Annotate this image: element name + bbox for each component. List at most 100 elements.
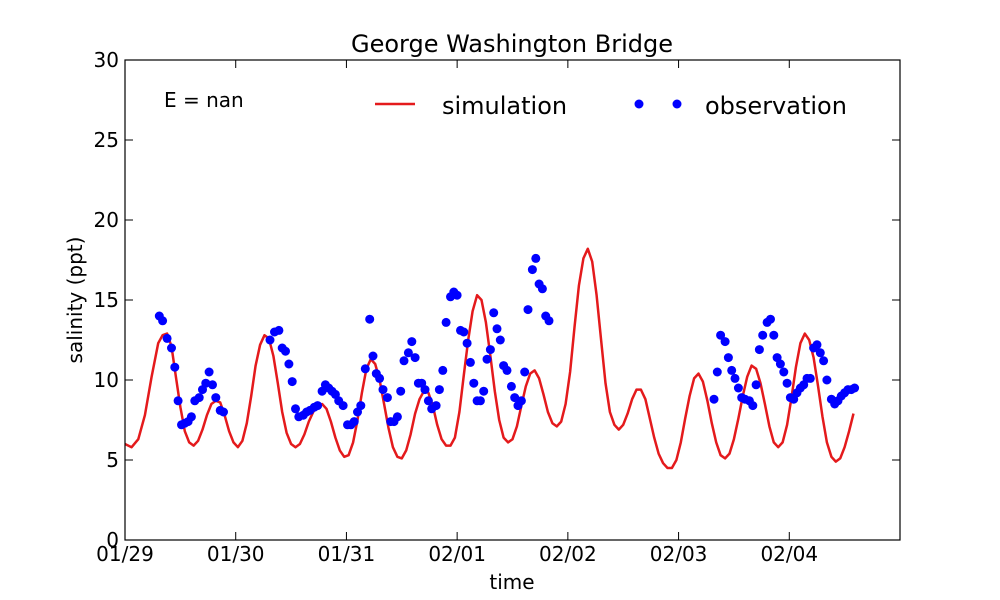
observation-point [291, 404, 300, 414]
observation-point [194, 393, 204, 403]
observation-point [779, 367, 789, 377]
observation-point [438, 365, 448, 375]
observation-point [850, 383, 860, 393]
observation-point [420, 385, 430, 395]
observation-point [378, 385, 388, 395]
observation-point [167, 343, 176, 353]
observation-point [284, 359, 294, 369]
observation-point [475, 396, 485, 406]
observation-point [462, 338, 472, 348]
observation-point [211, 393, 221, 403]
legend-simulation-label: simulation [442, 92, 567, 120]
observation-point [506, 381, 516, 391]
observation-point [265, 335, 275, 345]
observation-point [158, 316, 168, 326]
observation-point [338, 401, 348, 411]
observation-point [720, 337, 730, 347]
y-tick-label: 30 [94, 48, 119, 72]
observation-point [523, 305, 533, 315]
observation-point [469, 378, 479, 388]
observation-point [492, 324, 502, 334]
observation-point [360, 364, 370, 374]
observation-point [403, 348, 413, 358]
observation-point [502, 365, 512, 375]
observation-point [733, 383, 743, 393]
observation-point [434, 385, 444, 395]
observation-point [822, 375, 832, 385]
y-tick-label: 0 [106, 528, 119, 552]
x-tick-label: 01/29 [96, 542, 154, 566]
observation-point [431, 401, 441, 411]
observation-point [313, 401, 323, 411]
observation-point [709, 394, 719, 404]
x-tick-label: 02/03 [650, 542, 708, 566]
observation-point [495, 335, 505, 345]
observation-point [754, 345, 764, 355]
y-tick-label: 25 [94, 128, 119, 152]
observation-point [805, 373, 815, 383]
observation-point [173, 396, 183, 406]
observation-point [482, 354, 492, 364]
observation-point [485, 345, 495, 355]
observation-point [423, 396, 433, 406]
observation-point [775, 359, 785, 369]
observation-point [537, 284, 547, 294]
observation-point [281, 346, 290, 356]
observation-point [751, 380, 761, 390]
y-tick-label: 20 [94, 208, 119, 232]
observation-point [716, 330, 726, 340]
x-tick-label: 01/30 [207, 542, 265, 566]
observation-point [520, 367, 530, 377]
observation-point [274, 325, 284, 335]
observation-point [410, 353, 420, 363]
observation-point [392, 412, 402, 422]
observation-point [459, 327, 469, 337]
observation-point [527, 265, 537, 275]
observation-point [356, 401, 366, 411]
observation-point [712, 367, 722, 377]
observation-point [399, 356, 409, 366]
x-tick-label: 01/31 [318, 542, 376, 566]
series-line-simulation [125, 247, 855, 470]
observation-point [396, 386, 406, 396]
observation-point [368, 351, 378, 361]
observation-point [204, 367, 214, 377]
observation-point [170, 362, 180, 372]
x-axis-label: time [489, 570, 534, 594]
observation-point [349, 417, 359, 427]
observation-point [162, 333, 172, 343]
observation-point [365, 314, 375, 324]
observation-point [769, 330, 779, 340]
observation-point [544, 316, 554, 326]
observation-point [452, 290, 462, 300]
observation-point [489, 308, 499, 318]
observation-point [730, 373, 740, 383]
observation-point [219, 407, 228, 417]
legend-observation-label: observation [705, 92, 847, 120]
observation-point [531, 253, 541, 263]
annotation-text: E = nan [164, 88, 244, 112]
legend: simulation observation [375, 92, 847, 120]
observation-point [287, 377, 297, 387]
y-axis-label: salinity (ppt) [63, 237, 87, 364]
axes: 01/29 01/30 01/31 02/01 02/02 02/03 02/04 0 5 10 1… [94, 48, 900, 566]
observation-point [815, 348, 825, 358]
x-tick-label: 02/04 [760, 542, 818, 566]
observation-point [819, 356, 829, 366]
observation-point [723, 353, 733, 363]
observation-point [766, 314, 775, 324]
observation-point [510, 393, 520, 403]
observation-point [727, 365, 737, 375]
y-tick-label: 5 [106, 448, 119, 472]
observation-point [748, 401, 758, 411]
y-tick-label: 10 [94, 368, 119, 392]
observation-point [186, 412, 196, 422]
observation-point [407, 337, 417, 347]
observation-point [516, 396, 526, 406]
legend-observation-marker-1 [634, 99, 644, 109]
x-tick-label: 02/01 [428, 542, 486, 566]
observation-point [465, 357, 475, 367]
observation-point [782, 378, 792, 388]
